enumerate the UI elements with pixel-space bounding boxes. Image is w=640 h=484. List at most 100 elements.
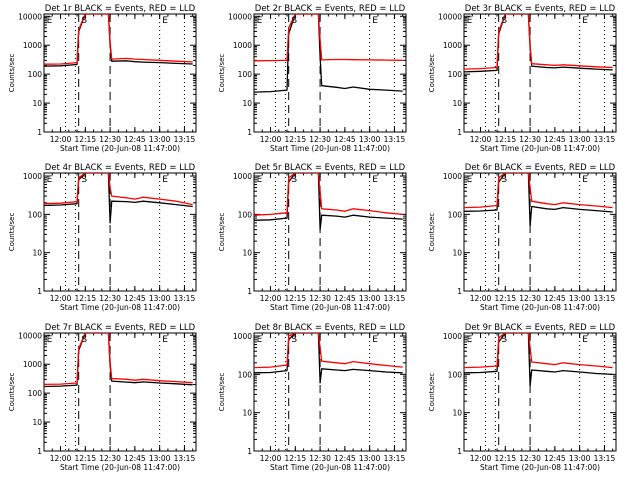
x-axis-label: Start Time (20-Jun-08 11:47:00) (270, 463, 390, 472)
series-line-events (254, 14, 403, 93)
marker-label: E (582, 16, 588, 26)
y-tick-label: 100 (238, 70, 253, 79)
series-line-lld (44, 14, 193, 65)
y-tick-label: 10 (452, 409, 462, 418)
panel-det-5: 1 10 100 1000 12:00 12:15 12:30 12:45 13:00 13:15… (218, 163, 407, 312)
y-tick-label: 1 (457, 287, 462, 296)
chart-title: Det 1r BLACK = Events, RED = LLD (45, 4, 196, 14)
x-tick-label: 12:45 (544, 454, 566, 463)
plot-frame (253, 172, 407, 292)
x-tick-label: 13:15 (384, 135, 406, 144)
series-line-events (254, 173, 403, 231)
y-tick-label: 1000 (23, 41, 42, 50)
panel-det-9: 1 10 100 1000 12:00 12:15 12:30 12:45 13:00 13:15… (428, 323, 617, 472)
x-tick-label: 12:15 (74, 454, 96, 463)
x-tick-label: 12:15 (494, 454, 516, 463)
x-tick-label: 12:30 (519, 294, 541, 303)
x-tick-label: 13:15 (384, 454, 406, 463)
y-tick-label: 10 (452, 249, 462, 258)
marker-label: E (257, 335, 263, 345)
x-tick-label: 12:00 (50, 294, 72, 303)
y-tick-label: 100 (238, 370, 253, 379)
x-tick-label: 13:00 (149, 294, 171, 303)
x-tick-label: 12:15 (494, 294, 516, 303)
x-tick-label: 12:30 (309, 454, 331, 463)
marker-label: E (582, 335, 588, 345)
y-tick-label: 1000 (443, 41, 462, 50)
y-tick-label: 1 (37, 128, 42, 137)
y-axis-label: Counts/sec (428, 54, 436, 93)
y-tick-label: 100 (238, 210, 253, 219)
marker-label: S (81, 16, 87, 26)
y-tick-label: 10 (242, 409, 252, 418)
x-tick-label: 12:45 (334, 294, 356, 303)
chart-title: Det 9r BLACK = Events, RED = LLD (465, 323, 616, 333)
x-tick-label: 13:00 (359, 135, 381, 144)
y-axis-label: Counts/sec (8, 213, 16, 252)
y-tick-label: 1 (37, 287, 42, 296)
x-tick-label: 12:00 (50, 454, 72, 463)
x-tick-label: 12:00 (470, 294, 492, 303)
marker-label: E (372, 175, 378, 185)
y-tick-label: 100 (28, 389, 43, 398)
series-line-lld (44, 333, 193, 386)
y-tick-label: 100 (28, 70, 43, 79)
chart-title: Det 7r BLACK = Events, RED = LLD (45, 323, 196, 333)
series-line-events (254, 333, 403, 384)
x-axis-label: Start Time (20-Jun-08 11:47:00) (480, 463, 600, 472)
series-line-lld (254, 333, 403, 369)
y-tick-label: 1 (247, 128, 252, 137)
y-axis-label: Counts/sec (218, 213, 226, 252)
plot-frame (463, 13, 617, 133)
x-tick-label: 12:00 (260, 454, 282, 463)
y-tick-label: 10 (32, 249, 42, 258)
plot-frame (253, 13, 407, 133)
panel-det-2: 1 10 100 1000 10000 12:00 12:15 12:30 12:45 13:00… (218, 4, 407, 153)
y-tick-label: 10 (32, 99, 42, 108)
y-tick-label: 1000 (233, 332, 252, 341)
x-tick-label: 12:15 (74, 135, 96, 144)
x-tick-label: 12:30 (99, 294, 121, 303)
x-tick-label: 13:00 (569, 294, 591, 303)
marker-label: E (47, 175, 53, 185)
y-axis-label: Counts/sec (8, 54, 16, 93)
marker-label: E (47, 335, 53, 345)
series-line-lld (254, 173, 403, 216)
marker-label: E (467, 175, 473, 185)
marker-label: E (257, 175, 263, 185)
x-tick-label: 12:45 (334, 135, 356, 144)
marker-label: S (501, 335, 507, 345)
y-tick-label: 10000 (18, 12, 42, 21)
y-axis-label: Counts/sec (218, 54, 226, 93)
y-tick-label: 10000 (228, 12, 252, 21)
marker-label: E (372, 335, 378, 345)
plot-frame (43, 13, 197, 133)
y-axis-label: Counts/sec (428, 213, 436, 252)
x-axis-label: Start Time (20-Jun-08 11:47:00) (60, 144, 180, 153)
x-tick-label: 12:30 (309, 135, 331, 144)
y-tick-label: 10000 (438, 12, 462, 21)
plot-frame (253, 332, 407, 452)
marker-label: S (501, 16, 507, 26)
series-line-lld (464, 14, 613, 70)
y-tick-label: 100 (28, 210, 43, 219)
series-line-events (44, 173, 193, 224)
y-tick-label: 1000 (233, 41, 252, 50)
x-tick-label: 12:30 (99, 454, 121, 463)
x-tick-label: 13:00 (359, 454, 381, 463)
marker-label: E (372, 16, 378, 26)
x-axis-label: Start Time (20-Jun-08 11:47:00) (60, 463, 180, 472)
series-line-lld (44, 173, 193, 206)
chart-title: Det 4r BLACK = Events, RED = LLD (45, 163, 196, 173)
marker-label: S (501, 175, 507, 185)
y-tick-label: 10 (32, 418, 42, 427)
x-tick-label: 12:00 (260, 294, 282, 303)
chart-title: Det 5r BLACK = Events, RED = LLD (255, 163, 406, 173)
x-tick-label: 13:00 (149, 135, 171, 144)
x-tick-label: 13:15 (384, 294, 406, 303)
plot-frame (463, 172, 617, 292)
x-tick-label: 12:00 (50, 135, 72, 144)
series-line-lld (464, 173, 613, 209)
x-tick-label: 12:30 (99, 135, 121, 144)
